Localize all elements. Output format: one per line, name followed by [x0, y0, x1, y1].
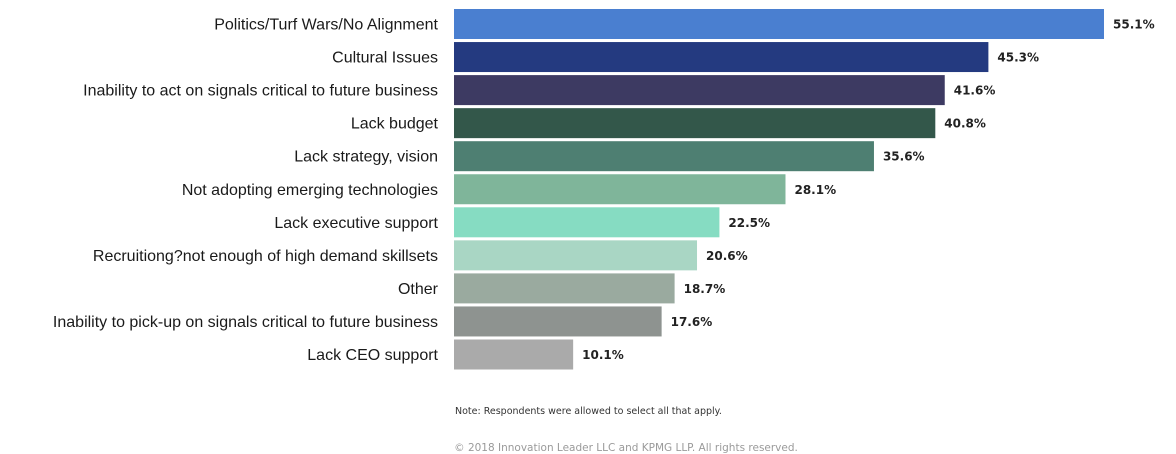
bar-4 — [454, 141, 874, 172]
category-label-3: Lack budget — [351, 116, 439, 133]
bar-5 — [454, 174, 786, 205]
value-label-2: 41.6% — [954, 84, 996, 98]
category-label-10: Lack CEO support — [307, 347, 438, 364]
category-label-1: Cultural Issues — [332, 50, 438, 67]
value-label-0: 55.1% — [1113, 18, 1155, 32]
category-label-0: Politics/Turf Wars/No Alignment — [214, 17, 438, 34]
category-label-4: Lack strategy, vision — [294, 149, 438, 166]
value-label-8: 18.7% — [684, 282, 726, 296]
value-label-6: 22.5% — [728, 216, 770, 230]
chart-note: Note: Respondents were allowed to select… — [455, 406, 722, 417]
category-label-8: Other — [398, 281, 439, 298]
category-label-2: Inability to act on signals critical to … — [83, 83, 438, 100]
category-label-9: Inability to pick-up on signals critical… — [53, 314, 438, 331]
bar-7 — [454, 240, 698, 271]
bar-8 — [454, 273, 675, 304]
bars-group — [454, 9, 1104, 370]
category-label-6: Lack executive support — [274, 215, 438, 232]
value-label-5: 28.1% — [794, 183, 836, 197]
category-label-5: Not adopting emerging technologies — [182, 182, 438, 199]
bar-9 — [454, 306, 662, 337]
bar-10 — [454, 339, 574, 370]
bar-2 — [454, 75, 945, 106]
bar-3 — [454, 108, 936, 139]
category-label-7: Recruitiong?not enough of high demand sk… — [93, 248, 438, 265]
bar-0 — [454, 9, 1104, 39]
bar-1 — [454, 42, 989, 73]
value-label-10: 10.1% — [582, 348, 624, 362]
value-label-1: 45.3% — [997, 51, 1039, 65]
bar-6 — [454, 207, 720, 238]
value-label-4: 35.6% — [883, 150, 925, 164]
value-label-7: 20.6% — [706, 249, 748, 263]
value-labels: 55.1% 45.3% 41.6% 40.8% 35.6% 28.1% 22.5% 20.6%… — [582, 18, 1154, 363]
value-label-9: 17.6% — [671, 315, 713, 329]
copyright-text: © 2018 Innovation Leader LLC and KPMG LL… — [454, 442, 798, 454]
value-label-3: 40.8% — [944, 117, 986, 131]
category-labels: Politics/Turf Wars/No Alignment Cultural … — [53, 17, 439, 365]
